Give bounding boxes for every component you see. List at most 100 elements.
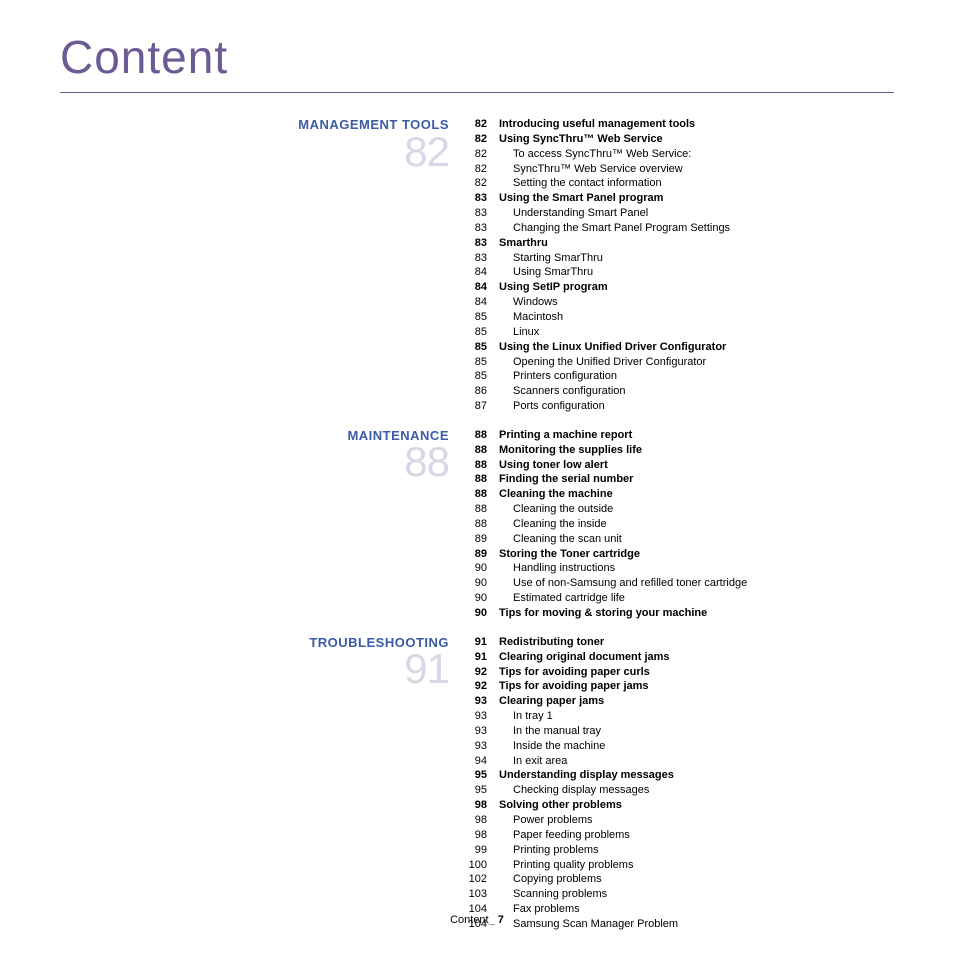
entry-title: Smarthru [499, 236, 548, 251]
entry-title: Understanding display messages [499, 768, 674, 783]
page-title: Content [60, 30, 894, 84]
toc-entry[interactable]: 89Cleaning the scan unit [465, 532, 894, 547]
toc-entry[interactable]: 93In tray 1 [465, 709, 894, 724]
entry-title: Changing the Smart Panel Program Setting… [499, 221, 730, 236]
entry-page-number: 85 [465, 369, 499, 384]
toc-entry[interactable]: 85Opening the Unified Driver Configurato… [465, 355, 894, 370]
entry-page-number: 83 [465, 236, 499, 251]
toc-entry[interactable]: 94In exit area [465, 754, 894, 769]
toc-entry[interactable]: 82Using SyncThru™ Web Service [465, 132, 894, 147]
toc-entry[interactable]: 83Changing the Smart Panel Program Setti… [465, 221, 894, 236]
entry-title: Windows [499, 295, 558, 310]
toc-entry[interactable]: 90Use of non-Samsung and refilled toner … [465, 576, 894, 591]
toc-entry[interactable]: 91Redistributing toner [465, 635, 894, 650]
toc-entry[interactable]: 85Linux [465, 325, 894, 340]
section-start-page: 82 [60, 133, 449, 171]
toc-entry[interactable]: 99Printing problems [465, 843, 894, 858]
entry-page-number: 102 [465, 872, 499, 887]
toc-entry[interactable]: 88Printing a machine report [465, 428, 894, 443]
toc-entry[interactable]: 92Tips for avoiding paper jams [465, 679, 894, 694]
toc-entry[interactable]: 98Power problems [465, 813, 894, 828]
toc-entry[interactable]: 88Monitoring the supplies life [465, 443, 894, 458]
toc-entry[interactable]: 93Inside the machine [465, 739, 894, 754]
section-entries: 88Printing a machine report88Monitoring … [465, 428, 894, 621]
toc-entry[interactable]: 85Macintosh [465, 310, 894, 325]
entry-title: Monitoring the supplies life [499, 443, 642, 458]
toc-entry[interactable]: 93In the manual tray [465, 724, 894, 739]
entry-page-number: 85 [465, 310, 499, 325]
toc-entry[interactable]: 102Copying problems [465, 872, 894, 887]
toc-entry[interactable]: 95Understanding display messages [465, 768, 894, 783]
toc-entry[interactable]: 82Introducing useful management tools [465, 117, 894, 132]
sections-container: MANAGEMENT TOOLS8282Introducing useful m… [60, 117, 894, 932]
toc-entry[interactable]: 95Checking display messages [465, 783, 894, 798]
toc-entry[interactable]: 87Ports configuration [465, 399, 894, 414]
entry-page-number: 88 [465, 487, 499, 502]
entry-title: Printers configuration [499, 369, 617, 384]
entry-title: Macintosh [499, 310, 563, 325]
section-left-column: MAINTENANCE88 [60, 428, 465, 621]
entry-page-number: 88 [465, 517, 499, 532]
entry-title: Printing problems [499, 843, 599, 858]
entry-title: Setting the contact information [499, 176, 662, 191]
toc-entry[interactable]: 93Clearing paper jams [465, 694, 894, 709]
toc-entry[interactable]: 82SyncThru™ Web Service overview [465, 162, 894, 177]
toc-entry[interactable]: 83Starting SmarThru [465, 251, 894, 266]
entry-title: Cleaning the machine [499, 487, 613, 502]
toc-entry[interactable]: 83Understanding Smart Panel [465, 206, 894, 221]
toc-entry[interactable]: 83Smarthru [465, 236, 894, 251]
entry-title: Cleaning the outside [499, 502, 613, 517]
entry-page-number: 84 [465, 265, 499, 280]
entry-title: Using SetIP program [499, 280, 608, 295]
toc-entry[interactable]: 92Tips for avoiding paper curls [465, 665, 894, 680]
toc-entry[interactable]: 83Using the Smart Panel program [465, 191, 894, 206]
entry-page-number: 83 [465, 251, 499, 266]
entry-page-number: 83 [465, 206, 499, 221]
entry-page-number: 90 [465, 606, 499, 621]
toc-entry[interactable]: 82To access SyncThru™ Web Service: [465, 147, 894, 162]
entry-page-number: 93 [465, 724, 499, 739]
toc-entry[interactable]: 90Handling instructions [465, 561, 894, 576]
toc-entry[interactable]: 88Cleaning the outside [465, 502, 894, 517]
section-left-column: MANAGEMENT TOOLS82 [60, 117, 465, 414]
toc-entry[interactable]: 88Cleaning the machine [465, 487, 894, 502]
entry-page-number: 98 [465, 798, 499, 813]
toc-entry[interactable]: 98Solving other problems [465, 798, 894, 813]
toc-entry[interactable]: 88Using toner low alert [465, 458, 894, 473]
toc-entry[interactable]: 86Scanners configuration [465, 384, 894, 399]
entry-title: Cleaning the inside [499, 517, 607, 532]
toc-entry[interactable]: 91Clearing original document jams [465, 650, 894, 665]
entry-title: Paper feeding problems [499, 828, 630, 843]
entry-title: Ports configuration [499, 399, 605, 414]
toc-entry[interactable]: 98Paper feeding problems [465, 828, 894, 843]
entry-page-number: 90 [465, 591, 499, 606]
entry-title: Use of non-Samsung and refilled toner ca… [499, 576, 747, 591]
toc-entry[interactable]: 88Finding the serial number [465, 472, 894, 487]
toc-entry[interactable]: 85Using the Linux Unified Driver Configu… [465, 340, 894, 355]
toc-entry[interactable]: 84Using SetIP program [465, 280, 894, 295]
entry-title: In the manual tray [499, 724, 601, 739]
toc-section: TROUBLESHOOTING9191Redistributing toner9… [60, 635, 894, 932]
toc-entry[interactable]: 84Using SmarThru [465, 265, 894, 280]
toc-entry[interactable]: 103Scanning problems [465, 887, 894, 902]
entry-title: Using the Linux Unified Driver Configura… [499, 340, 726, 355]
entry-title: Using the Smart Panel program [499, 191, 663, 206]
entry-title: Printing a machine report [499, 428, 632, 443]
entry-title: Scanning problems [499, 887, 607, 902]
entry-page-number: 94 [465, 754, 499, 769]
toc-entry[interactable]: 82Setting the contact information [465, 176, 894, 191]
toc-entry[interactable]: 90Estimated cartridge life [465, 591, 894, 606]
toc-entry[interactable]: 89Storing the Toner cartridge [465, 547, 894, 562]
toc-entry[interactable]: 85Printers configuration [465, 369, 894, 384]
entry-page-number: 100 [465, 858, 499, 873]
toc-entry[interactable]: 84Windows [465, 295, 894, 310]
entry-title: Estimated cartridge life [499, 591, 625, 606]
toc-entry[interactable]: 88Cleaning the inside [465, 517, 894, 532]
entry-page-number: 99 [465, 843, 499, 858]
page-footer: Content_ 7 [0, 914, 954, 926]
entry-page-number: 91 [465, 650, 499, 665]
toc-entry[interactable]: 100Printing quality problems [465, 858, 894, 873]
toc-entry[interactable]: 90Tips for moving & storing your machine [465, 606, 894, 621]
footer-page-number: 7 [498, 914, 504, 926]
section-entries: 82Introducing useful management tools82U… [465, 117, 894, 414]
